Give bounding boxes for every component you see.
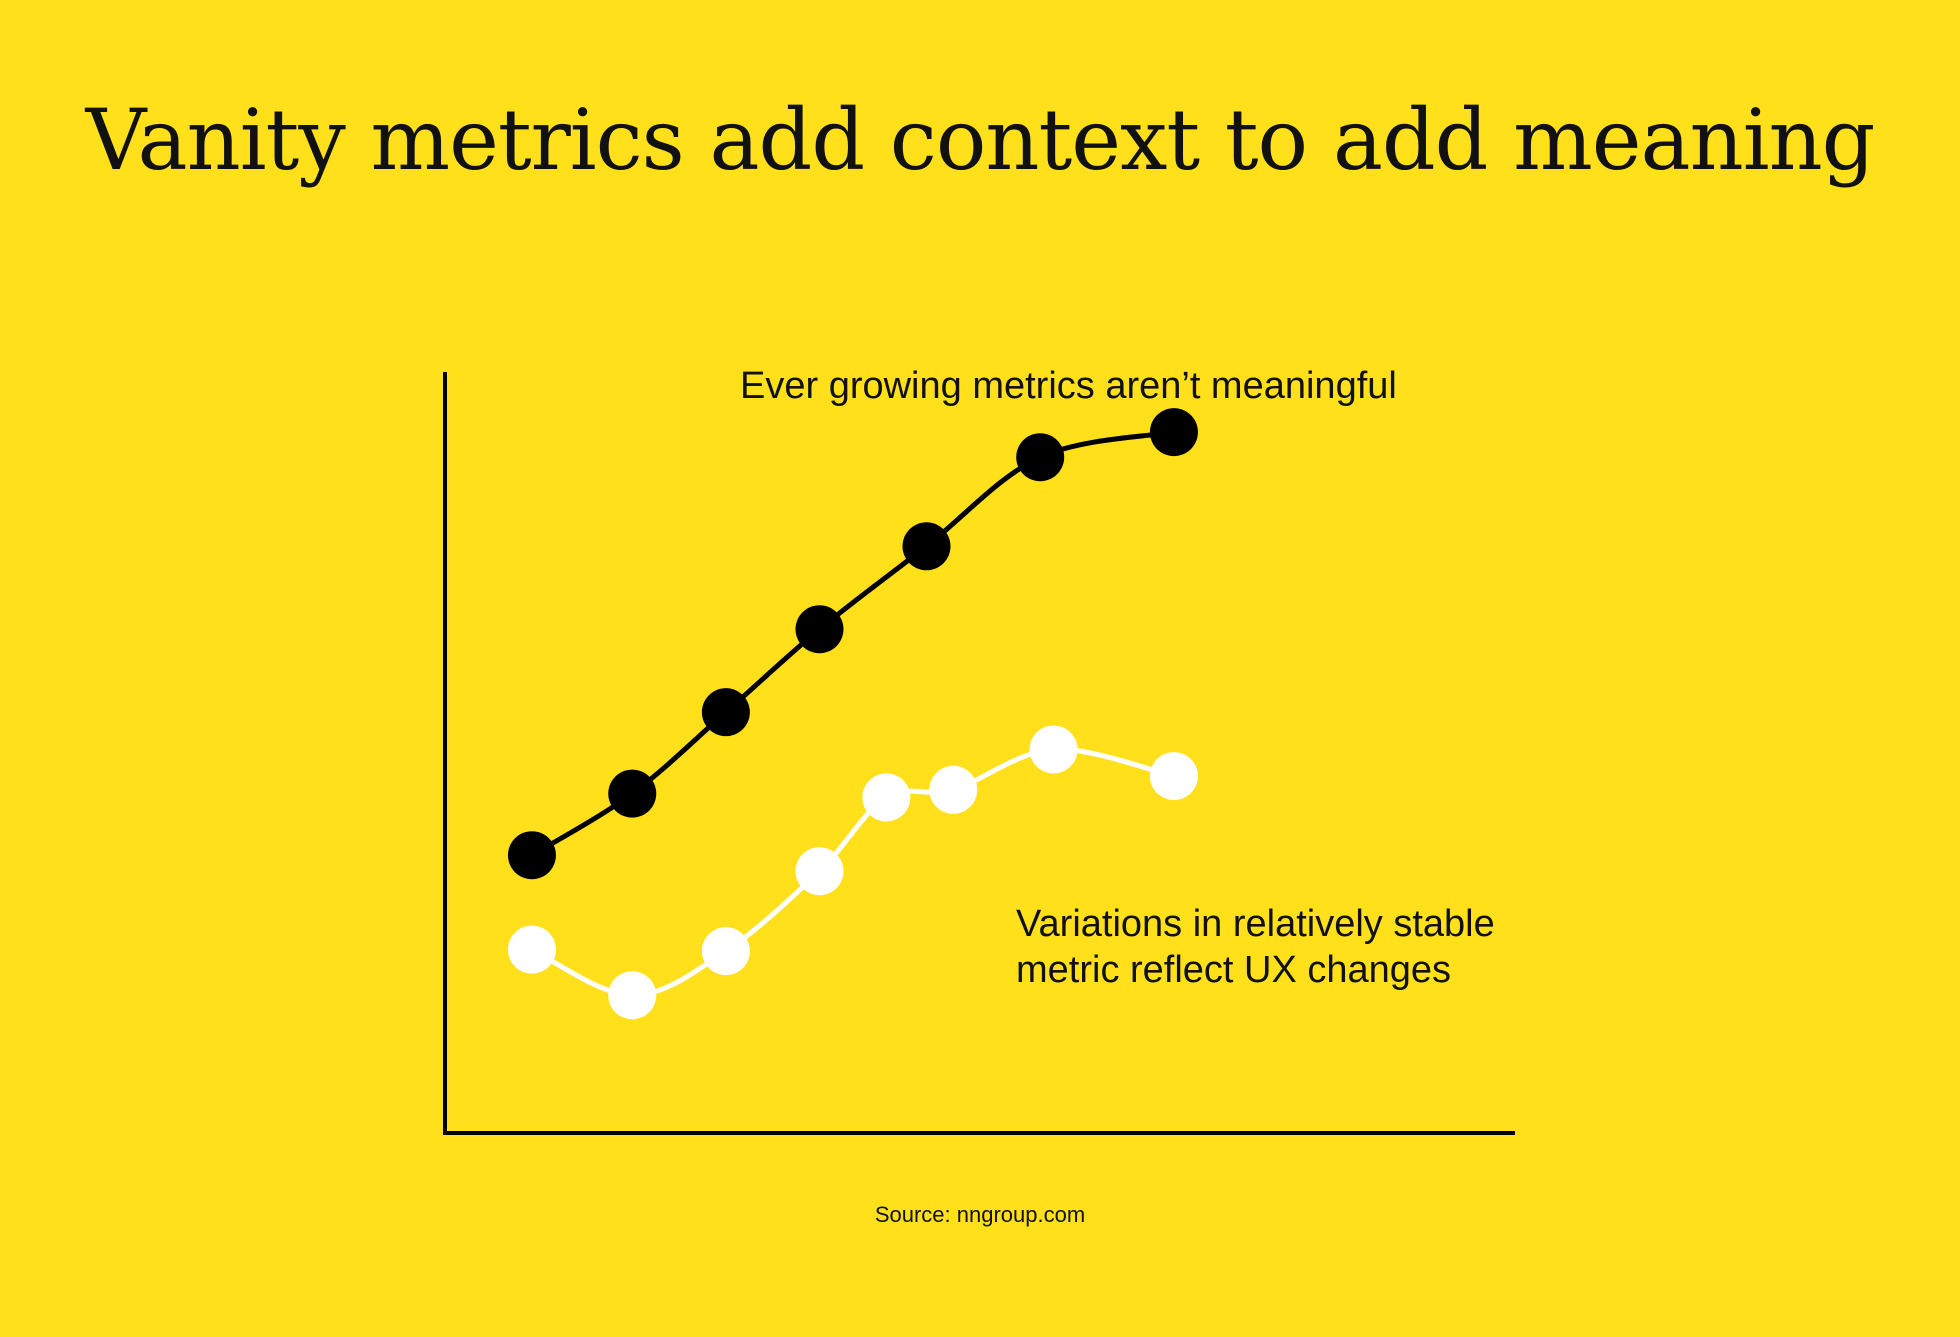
series-growing xyxy=(507,408,1198,880)
growing-data-point-5 xyxy=(902,522,951,571)
chart-title: Vanity metrics add context to add meanin… xyxy=(85,91,1876,189)
stable-data-point-7 xyxy=(1029,725,1078,774)
annotation-stable-line-1: Variations in relatively stable xyxy=(1016,903,1495,945)
stable-data-point-5 xyxy=(862,773,911,822)
stable-data-point-8 xyxy=(1149,752,1198,801)
growing-data-point-1 xyxy=(507,831,556,880)
stable-data-point-2 xyxy=(608,971,657,1020)
annotation-growing: Ever growing metrics aren’t meaningful xyxy=(740,365,1397,407)
stable-data-point-3 xyxy=(701,927,750,976)
axes xyxy=(443,372,1515,1135)
source-note: Source: nngroup.com xyxy=(875,1202,1085,1227)
series-layer xyxy=(507,408,1198,1020)
growing-data-point-7 xyxy=(1149,408,1198,457)
stable-data-point-6 xyxy=(929,765,978,814)
growing-data-point-6 xyxy=(1016,433,1065,482)
series-stable xyxy=(507,725,1198,1020)
stable-data-point-4 xyxy=(795,847,844,896)
growing-data-point-2 xyxy=(608,769,657,818)
stable-data-point-1 xyxy=(507,925,556,974)
annotation-stable-line-2: metric reflect UX changes xyxy=(1016,949,1451,991)
growing-data-point-4 xyxy=(795,605,844,654)
growing-data-point-3 xyxy=(701,688,750,737)
